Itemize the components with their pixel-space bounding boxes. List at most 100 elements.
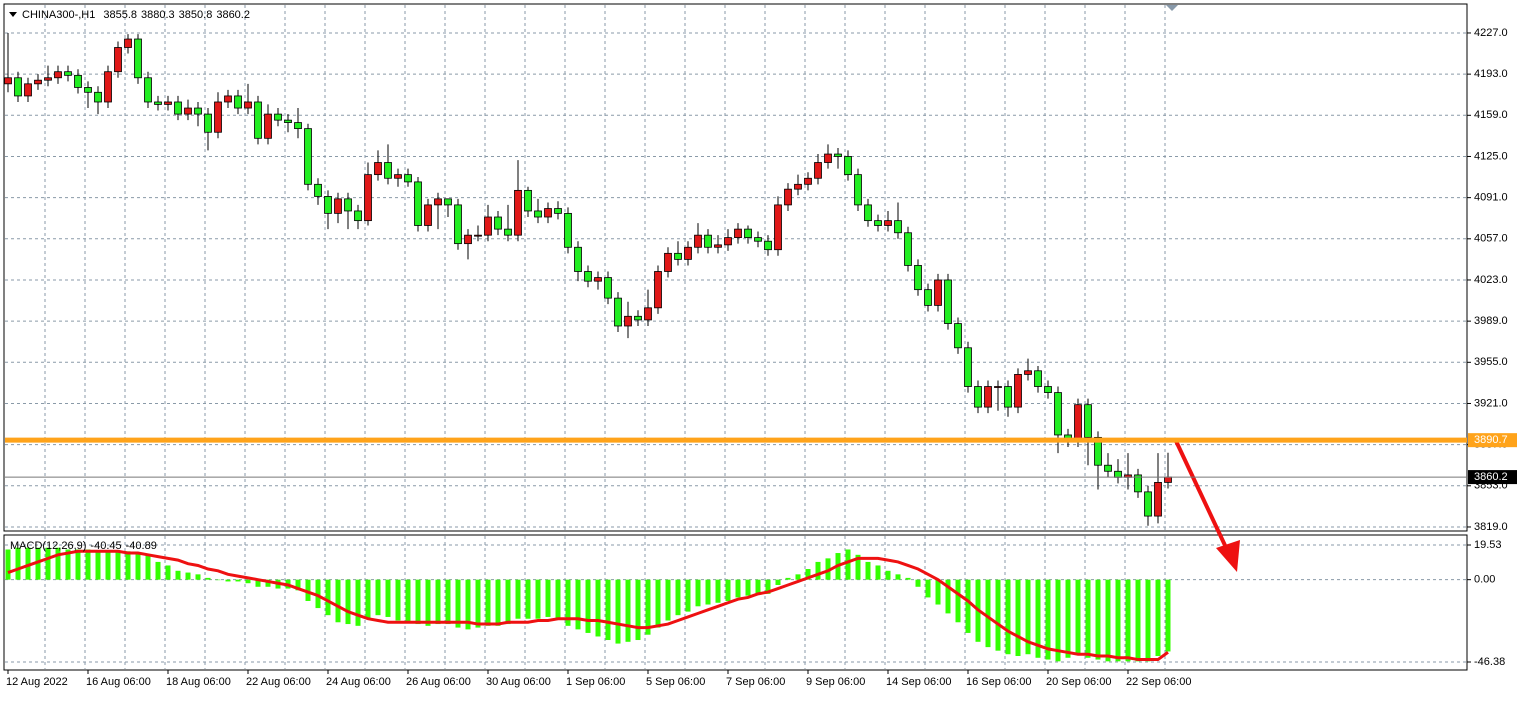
candle-body <box>614 297 622 327</box>
macd-bar <box>305 579 311 601</box>
candle-body <box>284 119 292 123</box>
macd-bar <box>495 579 501 626</box>
candle-body <box>1034 370 1042 387</box>
candle-body <box>934 279 942 306</box>
candle-body <box>424 204 432 226</box>
x-tick-label: 5 Sep 06:00 <box>646 676 705 688</box>
macd-bar <box>95 551 101 580</box>
candle-body <box>784 188 792 206</box>
y-tick-label: 4091.0 <box>1474 192 1508 204</box>
candle-body <box>354 210 362 222</box>
candle-body <box>644 307 652 321</box>
macd-bar <box>885 570 891 580</box>
candle-body <box>404 174 412 183</box>
marks <box>4 32 1172 662</box>
macd-bar <box>725 579 731 601</box>
candle-body <box>514 189 522 236</box>
candle-body <box>124 38 132 48</box>
candle-body <box>1024 370 1032 375</box>
macd-title: MACD(12,26,9) <box>10 540 86 552</box>
candle-body <box>854 174 862 206</box>
macd-bar <box>595 579 601 637</box>
candle-body <box>1084 404 1092 438</box>
candle-body <box>344 198 352 212</box>
annotation-arrow <box>1174 440 1240 572</box>
macd-bar <box>445 579 451 625</box>
macd-bar <box>1125 579 1131 662</box>
macd-bar <box>605 579 611 641</box>
candle-body <box>604 277 612 299</box>
last-price-label: 3860.2 <box>1474 471 1508 483</box>
macd-bar <box>665 579 671 621</box>
macd-bar <box>565 579 571 626</box>
macd-bar <box>555 579 561 619</box>
candle-body <box>554 208 562 214</box>
macd-bar <box>155 561 161 580</box>
candle-body <box>704 234 712 248</box>
macd-bar <box>1085 579 1091 658</box>
x-tick-label: 30 Aug 06:00 <box>486 676 551 688</box>
x-tick-label: 12 Aug 2022 <box>6 676 68 688</box>
macd-bar <box>365 579 371 619</box>
macd-bar <box>615 579 621 644</box>
candle-body <box>444 198 452 206</box>
candle-body <box>684 246 692 260</box>
macd-bar <box>195 574 201 580</box>
candle-body <box>314 183 322 197</box>
candle-body <box>14 77 22 97</box>
macd-bar <box>985 579 991 648</box>
candle-body <box>134 38 142 79</box>
candle-body <box>94 91 102 103</box>
last-price-box <box>1468 470 1517 485</box>
candle-body <box>894 220 902 234</box>
macd-bar <box>995 579 1001 651</box>
candle-body <box>304 128 312 185</box>
macd-bar <box>315 579 321 609</box>
macd-bar <box>415 579 421 625</box>
macd-bar <box>475 579 481 628</box>
macd-bar <box>425 579 431 626</box>
macd-bar <box>955 579 961 623</box>
macd-bar <box>505 579 511 625</box>
macd-bar <box>895 574 901 580</box>
level-label: 3890.7 <box>1474 434 1508 446</box>
candle-body <box>114 47 122 73</box>
x-tick-label: 20 Sep 06:00 <box>1046 676 1111 688</box>
candle-body <box>774 204 782 251</box>
macd-bar <box>1035 579 1041 658</box>
macd-bar <box>1105 579 1111 662</box>
ohlc-value: 3860.2 <box>216 9 250 21</box>
x-tick-label: 26 Aug 06:00 <box>406 676 471 688</box>
candle-body <box>984 386 992 408</box>
candle-body <box>1074 404 1082 442</box>
candle-body <box>564 212 572 248</box>
candle-body <box>824 153 832 163</box>
candle-body <box>484 216 492 236</box>
macd-bar <box>1075 579 1081 655</box>
x-tick-label: 7 Sep 06:00 <box>726 676 785 688</box>
macd-bar <box>795 574 801 580</box>
candle-body <box>74 74 82 88</box>
y-tick-label: 3819.0 <box>1474 521 1508 533</box>
candle-body <box>24 83 32 97</box>
macd-bar <box>385 579 391 617</box>
macd-bar <box>395 579 401 621</box>
candle-body <box>144 77 152 103</box>
macd-bar <box>635 579 641 641</box>
candle-body <box>1104 464 1112 472</box>
candle-body <box>674 252 682 260</box>
macd-bar <box>135 553 141 580</box>
candle-body <box>804 177 812 185</box>
macd-bar <box>145 554 151 580</box>
macd-bar <box>65 549 71 580</box>
candle-body <box>104 71 112 103</box>
macd-bar <box>805 569 811 580</box>
candle-body <box>264 113 272 139</box>
candle-body <box>1114 470 1122 478</box>
macd-bar <box>535 579 541 619</box>
candle-body <box>574 246 582 272</box>
macd-bar <box>735 579 741 598</box>
macd-bar <box>235 579 241 582</box>
candle-body <box>504 228 512 236</box>
candle-body <box>4 77 12 85</box>
